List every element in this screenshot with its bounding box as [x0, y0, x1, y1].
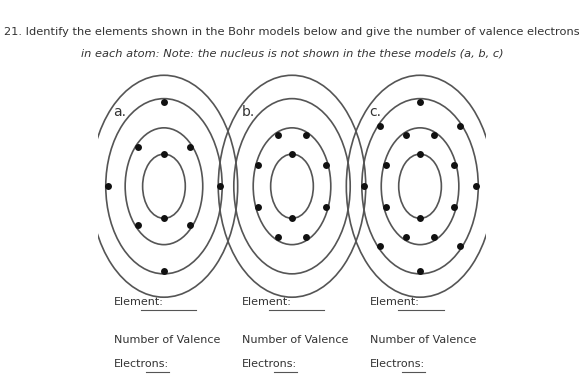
Text: Number of Valence: Number of Valence: [370, 335, 476, 345]
Text: in each atom: Note: the nucleus is not shown in the these models (a, b, c): in each atom: Note: the nucleus is not s…: [81, 48, 503, 59]
Text: Electrons:: Electrons:: [370, 359, 425, 369]
Text: c.: c.: [370, 105, 381, 119]
Text: Element:: Element:: [113, 296, 164, 307]
Text: Electrons:: Electrons:: [113, 359, 169, 369]
Text: b.: b.: [242, 105, 255, 119]
Text: 21. Identify the elements shown in the Bohr models below and give the number of : 21. Identify the elements shown in the B…: [4, 27, 580, 37]
Text: a.: a.: [113, 105, 127, 119]
Text: Electrons:: Electrons:: [242, 359, 297, 369]
Text: Number of Valence: Number of Valence: [242, 335, 348, 345]
Text: Number of Valence: Number of Valence: [113, 335, 220, 345]
Text: Element:: Element:: [370, 296, 419, 307]
Text: Element:: Element:: [242, 296, 291, 307]
